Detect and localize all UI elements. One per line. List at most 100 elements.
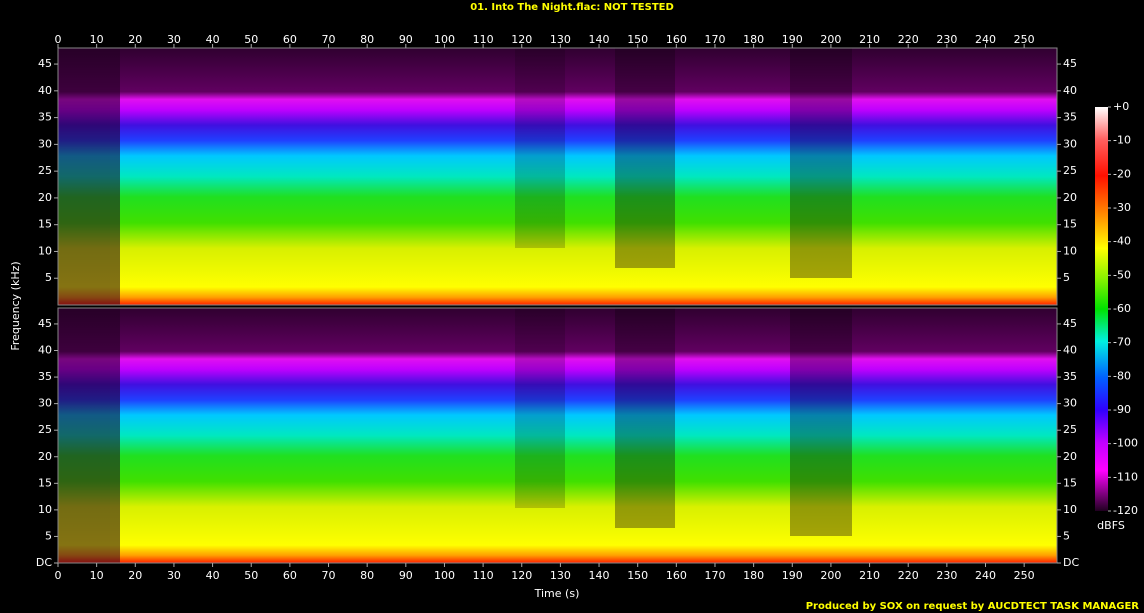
y-tick-label: 10	[1063, 244, 1077, 257]
y-tick-label: 20	[38, 191, 52, 204]
frame	[57, 47, 1058, 306]
x-tick-label: 90	[399, 33, 413, 46]
y-tick-label: 5	[1063, 529, 1070, 542]
y-tick-label: 45	[1063, 57, 1077, 70]
y-tick-label: 20	[38, 450, 52, 463]
x-tick-label: 120	[511, 33, 532, 46]
colorbar-tick-label: -50	[1113, 268, 1131, 281]
x-tick-label: 150	[627, 33, 648, 46]
y-tick-label: 25	[38, 164, 52, 177]
y-tick-label: 40	[38, 84, 52, 97]
x-tick-label: 240	[975, 569, 996, 582]
x-tick-label: 180	[743, 33, 764, 46]
x-tick-label: 220	[898, 569, 919, 582]
x-tick-label: 230	[936, 33, 957, 46]
x-tick-label: 200	[820, 569, 841, 582]
y-tick-label: 30	[38, 397, 52, 410]
y-tick-label: 15	[1063, 476, 1077, 489]
x-tick-label: 160	[666, 33, 687, 46]
x-axis-label: Time (s)	[534, 587, 580, 600]
x-tick-label: 0	[55, 569, 62, 582]
x-tick-label: 10	[90, 33, 104, 46]
colorbar-tick-label: -20	[1113, 167, 1131, 180]
y-tick-label: 40	[1063, 344, 1077, 357]
x-tick-label: 160	[666, 569, 687, 582]
x-tick-label: 20	[128, 33, 142, 46]
colorbar-tick-label: -80	[1113, 369, 1131, 382]
y-tick-label: 25	[1063, 164, 1077, 177]
y-tick-label: 10	[1063, 503, 1077, 516]
x-tick-label: 110	[473, 569, 494, 582]
x-tick-label: 150	[627, 569, 648, 582]
colorbar-tick-label: -120	[1113, 504, 1138, 517]
y-tick-label: 35	[1063, 111, 1077, 124]
spectrogram-top	[58, 48, 1057, 305]
x-tick-label: 190	[782, 569, 803, 582]
x-tick-label: 70	[322, 569, 336, 582]
x-tick-label: 100	[434, 33, 455, 46]
y-tick-label: 10	[38, 503, 52, 516]
x-tick-label: 170	[704, 33, 725, 46]
chart-title: 01. Into The Night.flac: NOT TESTED	[470, 2, 674, 13]
frame	[57, 307, 1058, 564]
x-tick-label: 60	[283, 33, 297, 46]
x-tick-label: 100	[434, 569, 455, 582]
x-tick-label: 30	[167, 33, 181, 46]
x-tick-label: 50	[244, 569, 258, 582]
x-tick-label: 30	[167, 569, 181, 582]
y-tick-label: 45	[1063, 317, 1077, 330]
y-tick-label: 35	[38, 111, 52, 124]
x-tick-label: 140	[589, 33, 610, 46]
y-tick-label: 15	[38, 476, 52, 489]
y-tick-label: 30	[1063, 397, 1077, 410]
y-tick-label: 5	[45, 271, 52, 284]
x-tick-label: 90	[399, 569, 413, 582]
y-axis-label: Frequency (kHz)	[9, 261, 22, 350]
colorbar-tick-label: +0	[1113, 100, 1129, 113]
x-tick-label: 190	[782, 33, 803, 46]
x-tick-label: 70	[322, 33, 336, 46]
y-tick-label: 40	[1063, 84, 1077, 97]
x-tick-label: 0	[55, 33, 62, 46]
y-tick-label: 15	[1063, 218, 1077, 231]
y-tick-label: 5	[45, 529, 52, 542]
x-tick-label: 130	[550, 33, 571, 46]
x-tick-label: 250	[1014, 569, 1035, 582]
x-tick-label: 210	[859, 569, 880, 582]
x-tick-label: 210	[859, 33, 880, 46]
x-tick-label: 120	[511, 569, 532, 582]
colorbar-tick-label: -90	[1113, 403, 1131, 416]
x-tick-label: 130	[550, 569, 571, 582]
colorbar-tick-label: -40	[1113, 235, 1131, 248]
x-tick-label: 110	[473, 33, 494, 46]
y-tick-label: 5	[1063, 271, 1070, 284]
x-tick-label: 250	[1014, 33, 1035, 46]
x-tick-label: 60	[283, 569, 297, 582]
x-tick-label: 50	[244, 33, 258, 46]
y-tick-label: 40	[38, 344, 52, 357]
colorbar-tick-label: -60	[1113, 302, 1131, 315]
colorbar-tick-label: -110	[1113, 470, 1138, 483]
colorbar	[1095, 107, 1108, 511]
y-tick-label: 30	[1063, 137, 1077, 150]
y-tick-label: 30	[38, 137, 52, 150]
x-tick-label: 40	[206, 569, 220, 582]
y-tick-label: DC	[1063, 556, 1079, 569]
y-tick-label: DC	[36, 556, 52, 569]
colorbar-tick-label: -70	[1113, 336, 1131, 349]
spectrogram-bottom	[58, 308, 1057, 563]
y-tick-label: 20	[1063, 450, 1077, 463]
y-tick-label: 45	[38, 57, 52, 70]
x-tick-label: 20	[128, 569, 142, 582]
x-tick-label: 80	[360, 569, 374, 582]
y-tick-label: 35	[38, 370, 52, 383]
y-tick-label: 20	[1063, 191, 1077, 204]
x-tick-label: 10	[90, 569, 104, 582]
y-tick-label: 35	[1063, 370, 1077, 383]
y-tick-label: 45	[38, 317, 52, 330]
x-tick-label: 200	[820, 33, 841, 46]
y-tick-label: 25	[38, 423, 52, 436]
x-tick-label: 180	[743, 569, 764, 582]
